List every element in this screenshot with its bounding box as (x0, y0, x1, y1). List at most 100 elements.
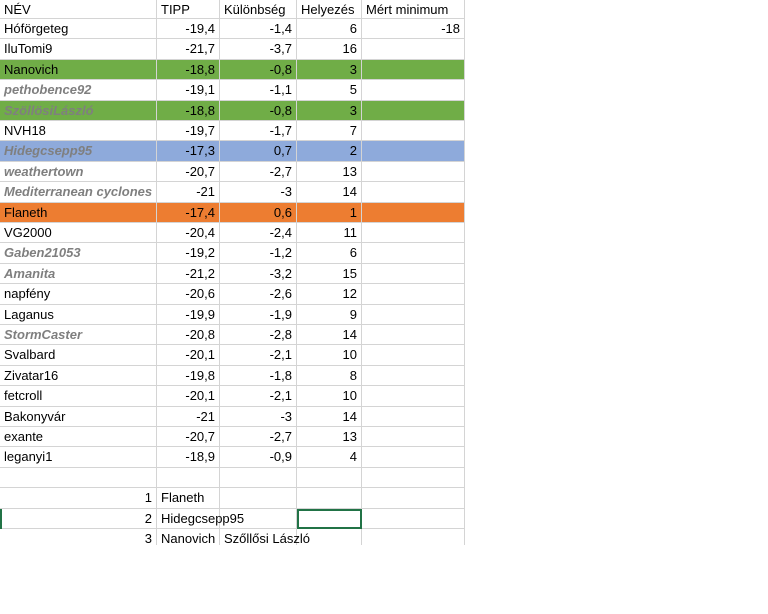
name-cell[interactable]: Svalbard (0, 345, 157, 366)
value-cell[interactable]: -3 (220, 182, 297, 203)
rank-cell[interactable]: 3 (0, 529, 157, 545)
header-cell[interactable]: Mért minimum (362, 0, 465, 19)
value-cell[interactable]: 15 (297, 263, 362, 285)
value-cell[interactable]: 0,6 (220, 202, 297, 223)
value-cell[interactable] (362, 121, 465, 142)
value-cell[interactable]: -18,9 (157, 447, 220, 468)
value-cell[interactable]: -19,7 (157, 121, 220, 142)
value-cell[interactable] (362, 39, 465, 60)
value-cell[interactable]: 13 (297, 161, 362, 183)
name-cell[interactable]: Flaneth (0, 202, 157, 223)
name-cell[interactable]: StormCaster (0, 325, 157, 346)
value-cell[interactable]: -2,4 (220, 223, 297, 244)
value-cell[interactable]: 2 (297, 141, 362, 162)
value-cell[interactable]: -3,7 (220, 39, 297, 60)
value-cell[interactable]: 13 (297, 427, 362, 448)
value-cell[interactable]: -20,7 (157, 427, 220, 448)
value-cell[interactable]: -1,7 (220, 121, 297, 142)
value-cell[interactable]: 4 (297, 447, 362, 468)
name-cell[interactable]: Laganus (0, 304, 157, 325)
value-cell[interactable]: -18,8 (157, 59, 220, 81)
value-cell[interactable]: -18,8 (157, 100, 220, 121)
value-cell[interactable]: 14 (297, 406, 362, 427)
value-cell[interactable]: -19,9 (157, 304, 220, 325)
podium-cell[interactable] (362, 488, 465, 509)
podium-cell[interactable] (362, 508, 465, 529)
name-cell[interactable]: leganyi1 (0, 447, 157, 468)
value-cell[interactable] (362, 345, 465, 366)
value-cell[interactable] (362, 386, 465, 407)
value-cell[interactable]: 3 (297, 100, 362, 121)
value-cell[interactable] (362, 325, 465, 346)
value-cell[interactable]: 14 (297, 182, 362, 203)
header-cell[interactable]: NÉV (0, 0, 157, 19)
value-cell[interactable]: -17,4 (157, 202, 220, 223)
value-cell[interactable]: -1,9 (220, 304, 297, 325)
name-cell[interactable]: Hóförgeteg (0, 19, 157, 40)
name-cell[interactable]: Zivatar16 (0, 365, 157, 387)
name-cell[interactable]: pethobence92 (0, 80, 157, 101)
podium-cell[interactable] (362, 529, 465, 545)
name-cell[interactable]: Hidegcsepp95 (0, 141, 157, 162)
value-cell[interactable]: -2,1 (220, 345, 297, 366)
podium-cell[interactable]: Szőllősi László (220, 529, 310, 545)
value-cell[interactable] (362, 243, 465, 264)
podium-cell[interactable]: Nanovich (157, 529, 220, 545)
podium-cell[interactable]: Flaneth (157, 488, 220, 509)
value-cell[interactable]: -2,7 (220, 427, 297, 448)
value-cell[interactable]: 6 (297, 19, 362, 40)
empty-cell[interactable] (297, 467, 362, 489)
value-cell[interactable]: -2,8 (220, 325, 297, 346)
value-cell[interactable]: -19,2 (157, 243, 220, 264)
name-cell[interactable]: IluTomi9 (0, 39, 157, 60)
value-cell[interactable]: 16 (297, 39, 362, 60)
value-cell[interactable]: -2,6 (220, 284, 297, 305)
value-cell[interactable]: -1,2 (220, 243, 297, 264)
value-cell[interactable] (362, 304, 465, 325)
rank-cell[interactable]: 1 (0, 488, 157, 509)
header-cell[interactable]: Különbség (220, 0, 297, 19)
podium-cell[interactable] (297, 488, 362, 509)
empty-cell[interactable] (157, 467, 220, 489)
value-cell[interactable]: -2,1 (220, 386, 297, 407)
header-cell[interactable]: TIPP (157, 0, 220, 19)
name-cell[interactable]: VG2000 (0, 223, 157, 244)
value-cell[interactable] (362, 284, 465, 305)
value-cell[interactable]: -18 (362, 19, 465, 40)
value-cell[interactable]: -20,8 (157, 325, 220, 346)
value-cell[interactable]: -3,2 (220, 263, 297, 285)
value-cell[interactable]: -21 (157, 182, 220, 203)
value-cell[interactable] (362, 141, 465, 162)
value-cell[interactable] (362, 263, 465, 285)
value-cell[interactable]: -17,3 (157, 141, 220, 162)
value-cell[interactable] (362, 182, 465, 203)
value-cell[interactable]: 14 (297, 325, 362, 346)
name-cell[interactable]: NVH18 (0, 121, 157, 142)
value-cell[interactable]: -21,7 (157, 39, 220, 60)
value-cell[interactable]: -20,6 (157, 284, 220, 305)
value-cell[interactable]: -1,1 (220, 80, 297, 101)
value-cell[interactable]: -1,8 (220, 365, 297, 387)
empty-cell[interactable] (362, 467, 465, 489)
value-cell[interactable]: -21 (157, 406, 220, 427)
value-cell[interactable]: -20,7 (157, 161, 220, 183)
value-cell[interactable]: -19,1 (157, 80, 220, 101)
value-cell[interactable]: -19,8 (157, 365, 220, 387)
value-cell[interactable] (362, 80, 465, 101)
value-cell[interactable]: 7 (297, 121, 362, 142)
value-cell[interactable]: 10 (297, 386, 362, 407)
empty-cell[interactable] (220, 467, 297, 489)
name-cell[interactable]: exante (0, 427, 157, 448)
podium-cell[interactable] (297, 529, 362, 545)
value-cell[interactable] (362, 223, 465, 244)
value-cell[interactable]: -21,2 (157, 263, 220, 285)
value-cell[interactable]: -0,8 (220, 100, 297, 121)
header-cell[interactable]: Helyezés (297, 0, 362, 19)
name-cell[interactable]: Nanovich (0, 59, 157, 81)
name-cell[interactable]: weathertown (0, 161, 157, 183)
name-cell[interactable]: Bakonyvár (0, 406, 157, 427)
value-cell[interactable]: 0,7 (220, 141, 297, 162)
podium-cell[interactable] (220, 508, 297, 529)
value-cell[interactable]: -1,4 (220, 19, 297, 40)
value-cell[interactable]: 9 (297, 304, 362, 325)
